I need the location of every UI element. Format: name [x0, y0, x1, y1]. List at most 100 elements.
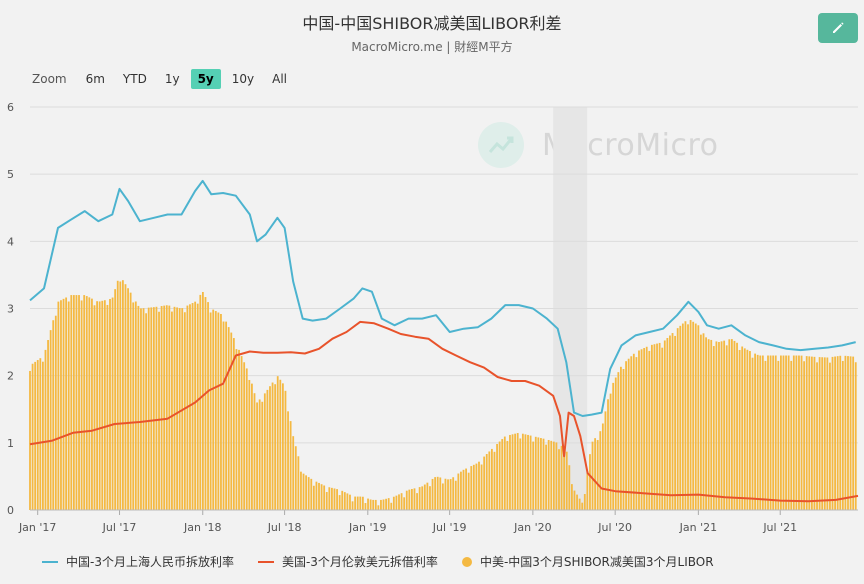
spread-column — [281, 383, 284, 510]
spread-column — [385, 498, 387, 510]
spread-column — [333, 488, 336, 510]
spread-column — [612, 382, 615, 510]
zoom-1y-button[interactable]: 1y — [164, 72, 180, 86]
spread-column — [697, 325, 700, 510]
spread-column — [700, 334, 702, 510]
spread-column — [98, 301, 101, 510]
spread-column — [749, 351, 751, 510]
spread-column — [785, 355, 787, 510]
spread-column — [235, 349, 238, 510]
spread-column — [676, 328, 679, 510]
spread-column — [816, 362, 818, 510]
spread-column — [44, 349, 47, 510]
x-tick-label: Jul '18 — [267, 521, 302, 534]
spread-column — [284, 390, 287, 510]
spread-column — [516, 433, 519, 510]
spread-column — [490, 448, 493, 510]
spread-column — [741, 346, 744, 510]
spread-column — [661, 347, 664, 510]
spread-column — [462, 469, 465, 510]
spread-column — [240, 356, 243, 510]
spread-column — [630, 356, 633, 510]
spread-column — [813, 356, 816, 510]
spread-column — [563, 447, 566, 510]
spread-column — [207, 302, 209, 510]
spread-column — [550, 440, 553, 510]
x-tick-label: Jan '18 — [183, 521, 221, 534]
spread-column — [80, 300, 83, 510]
spread-column — [818, 357, 821, 510]
spread-column — [54, 315, 57, 510]
spread-column — [834, 356, 836, 510]
spread-column — [119, 281, 122, 510]
spread-column — [416, 493, 418, 510]
spread-column — [263, 393, 266, 510]
spread-column — [70, 295, 73, 510]
spread-column — [261, 401, 264, 510]
spread-column — [418, 487, 421, 510]
zoom-all-button[interactable]: All — [272, 72, 288, 86]
edit-button[interactable] — [818, 13, 858, 43]
spread-column — [83, 295, 86, 510]
spread-column — [493, 451, 496, 510]
spread-column — [199, 294, 202, 510]
spread-column — [638, 350, 640, 510]
spread-column — [632, 353, 635, 510]
spread-column — [403, 497, 406, 510]
spread-column — [351, 501, 354, 510]
spread-column — [124, 284, 127, 510]
spread-column — [625, 361, 627, 510]
spread-column — [774, 355, 777, 510]
spread-column — [681, 323, 684, 510]
x-tick-label: Jan '17 — [18, 521, 56, 534]
legend-label-libor: 美国-3个月伦敦美元拆借利率 — [281, 555, 438, 569]
spread-column — [96, 301, 98, 510]
spread-column — [349, 494, 351, 510]
spread-column — [467, 472, 470, 510]
spread-column — [710, 339, 713, 510]
spread-column — [222, 321, 225, 510]
spread-column — [609, 393, 612, 510]
spread-column — [142, 308, 145, 510]
spread-column — [532, 441, 535, 510]
zoom-10y-button[interactable]: 10y — [231, 72, 255, 86]
spread-column — [684, 321, 687, 510]
spread-column — [271, 382, 274, 510]
spread-column — [558, 449, 560, 510]
chart-plot: 0 1 2 3 4 5 6 Jan '17 Jul '17 Jan '18 Jul '18 Jan '… — [7, 101, 859, 534]
zoom-ytd-button[interactable]: YTD — [122, 72, 147, 86]
spread-column — [171, 311, 173, 510]
spread-column — [201, 291, 204, 510]
zoom-5y-button[interactable]: 5y — [190, 69, 221, 89]
spread-column — [356, 496, 359, 510]
spread-column — [305, 475, 308, 510]
spread-column — [844, 355, 847, 510]
x-tick-label: Jan '19 — [348, 521, 386, 534]
spread-column — [658, 342, 661, 510]
spread-column — [643, 348, 646, 510]
spread-column — [297, 456, 300, 510]
spread-column — [140, 308, 142, 510]
spread-column — [121, 280, 124, 510]
spread-column — [129, 292, 132, 510]
spread-column — [243, 362, 246, 510]
spread-column — [521, 433, 524, 510]
spread-column — [836, 356, 839, 510]
legend-item-libor[interactable]: 美国-3个月伦敦美元拆借利率 — [257, 553, 438, 570]
pencil-icon — [833, 22, 844, 33]
spread-column — [209, 312, 212, 510]
legend-item-spread[interactable]: 中美-中国3个月SHIBOR减美国3个月LIBOR — [461, 553, 714, 570]
spread-column — [560, 445, 563, 510]
zoom-6m-button[interactable]: 6m — [85, 72, 105, 86]
spread-column — [29, 370, 31, 510]
spread-column — [552, 441, 555, 510]
spread-column — [256, 402, 258, 510]
legend-item-shibor[interactable]: 中国-3个月上海人民币拆放利率 — [42, 553, 234, 570]
spread-column — [720, 341, 723, 510]
spread-column — [679, 325, 682, 510]
spread-column — [302, 473, 305, 510]
spread-column — [230, 332, 233, 510]
spread-column — [601, 423, 604, 510]
spread-column — [312, 485, 315, 510]
spread-column — [294, 446, 297, 510]
